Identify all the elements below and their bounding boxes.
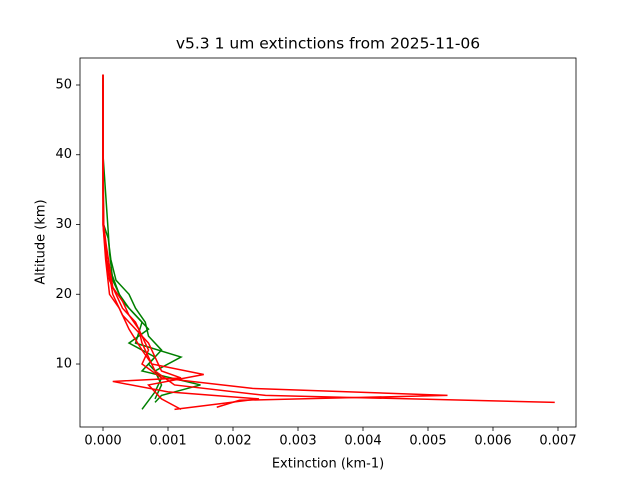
x-tick-label: 0.007 — [539, 434, 576, 449]
y-tick-label: 40 — [55, 147, 72, 162]
y-tick-label: 10 — [55, 357, 72, 372]
profile-line — [102, 74, 260, 411]
chart-title: v5.3 1 um extinctions from 2025-11-06 — [176, 35, 480, 53]
y-tick-label: 20 — [55, 287, 72, 302]
x-axis-label: Extinction (km-1) — [272, 457, 384, 472]
axes-frame — [79, 57, 577, 428]
profile-line — [102, 78, 201, 403]
y-tick-label: 50 — [55, 77, 72, 92]
x-tick-label: 0.003 — [279, 434, 316, 449]
x-tick-label: 0.004 — [344, 434, 381, 449]
profile-line — [102, 84, 204, 411]
y-tick-label: 30 — [55, 217, 72, 232]
y-axis-label: Altitude (km) — [34, 199, 49, 284]
x-tick-label: 0.006 — [474, 434, 511, 449]
x-tick-label: 0.000 — [84, 434, 121, 449]
plot-area — [102, 74, 555, 411]
x-tick-label: 0.002 — [214, 434, 251, 449]
x-tick-label: 0.001 — [149, 434, 186, 449]
x-tick-label: 0.005 — [409, 434, 446, 449]
